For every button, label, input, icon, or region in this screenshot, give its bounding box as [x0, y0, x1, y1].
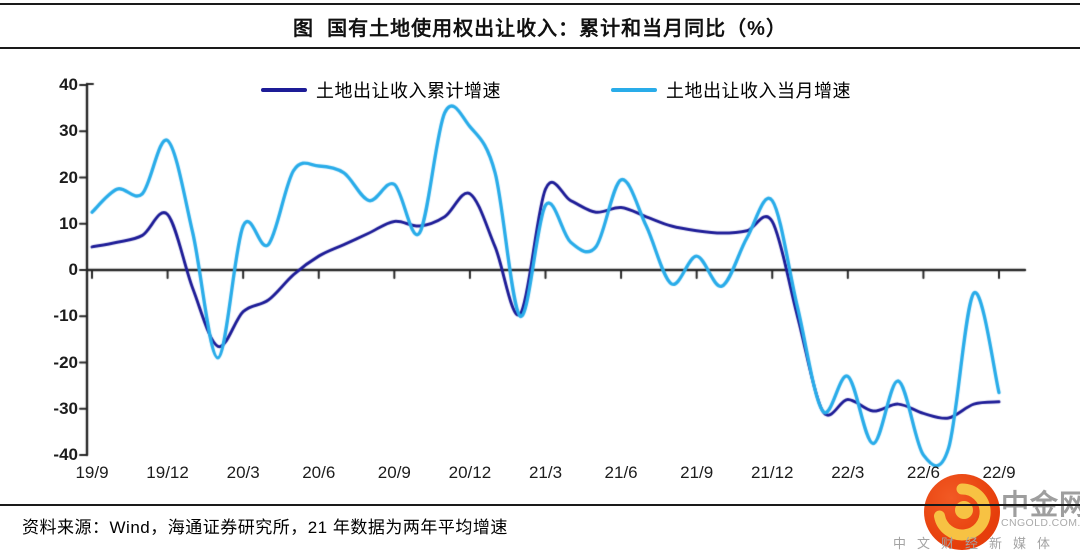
- x-tick-label: 21/9: [680, 463, 714, 482]
- x-tick-label: 22/6: [906, 463, 940, 482]
- x-tick-label: 19/9: [75, 463, 109, 482]
- legend-item-0: 土地出让收入累计增速: [261, 77, 501, 103]
- x-tick-label: 21/12: [750, 463, 794, 482]
- x-tick-label: 21/6: [604, 463, 638, 482]
- x-tick-label: 20/9: [377, 463, 411, 482]
- x-tick-label: 22/9: [982, 463, 1016, 482]
- chart-legend: 土地出让收入累计增速 土地出让收入当月增速: [87, 78, 1025, 102]
- y-tick-label: 10: [59, 213, 78, 233]
- y-tick-label: 0: [68, 260, 78, 279]
- y-tick-label: -20: [53, 352, 78, 372]
- x-tick-label: 20/6: [302, 463, 336, 482]
- y-tick-label: -30: [53, 398, 78, 418]
- source-note: 资料来源：Wind，海通证券研究所，21 年数据为两年平均增速: [22, 518, 508, 537]
- legend-line-swatch: [611, 88, 657, 92]
- cngold-tagline-text: 中文财经新媒体: [893, 536, 1062, 551]
- legend-line-swatch: [261, 88, 307, 92]
- y-tick-label: -10: [53, 306, 78, 326]
- legend-label: 土地出让收入当月增速: [666, 81, 851, 101]
- y-tick-label: 30: [59, 121, 78, 141]
- x-tick-label: 22/3: [831, 463, 865, 482]
- x-tick-label: 19/12: [146, 463, 189, 482]
- x-tick-label: 20/12: [448, 463, 492, 482]
- legend-item-1: 土地出让收入当月增速: [611, 77, 851, 103]
- chart-title: 图 国有土地使用权出让收入：累计和当月同比（%）: [293, 18, 787, 40]
- x-tick-label: 20/3: [226, 463, 260, 482]
- cngold-domain-text: CNGOLD.COM.CN: [1001, 517, 1080, 529]
- bottom-rule: [0, 504, 1080, 506]
- x-tick-label: 21/3: [528, 463, 563, 482]
- y-tick-label: 40: [59, 75, 78, 94]
- legend-label: 土地出让收入累计增速: [316, 81, 501, 101]
- cngold-logo-circle: [924, 474, 1000, 550]
- y-tick-label: 20: [59, 167, 78, 187]
- y-tick-label: -40: [53, 445, 78, 464]
